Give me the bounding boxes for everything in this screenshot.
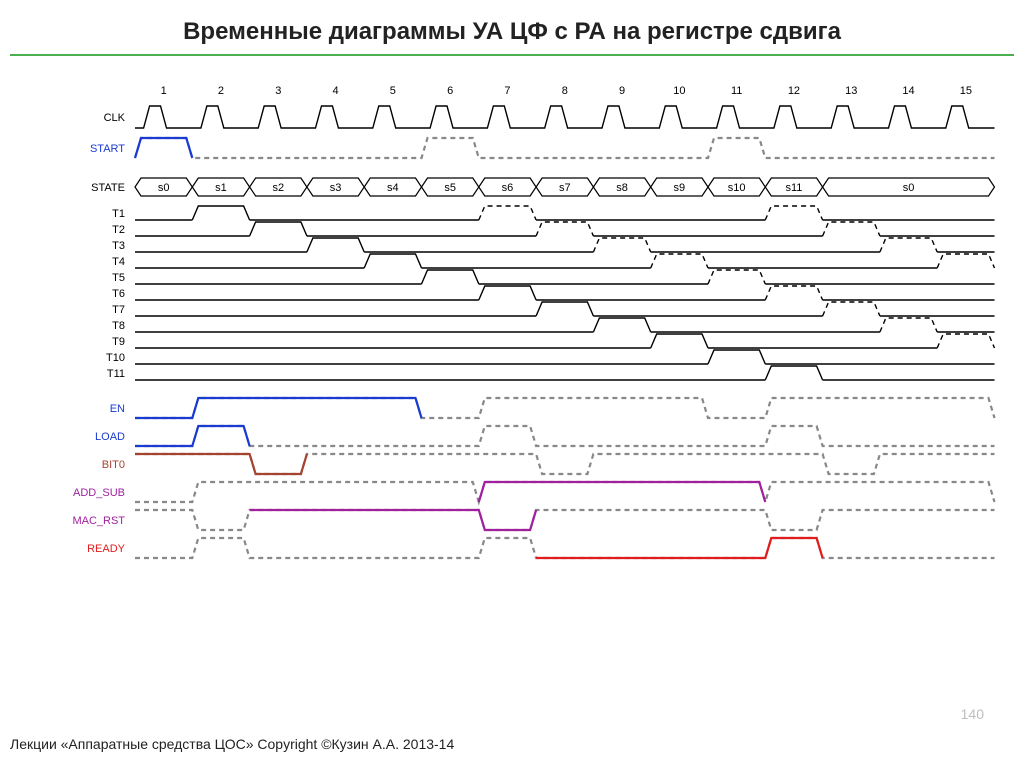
svg-text:STATE: STATE (91, 182, 125, 194)
svg-text:15: 15 (960, 85, 972, 97)
svg-text:T7: T7 (112, 304, 125, 316)
svg-text:T11: T11 (107, 368, 125, 380)
page-number: 140 (961, 706, 984, 722)
svg-text:14: 14 (902, 85, 914, 97)
svg-text:EN: EN (110, 403, 125, 415)
svg-text:12: 12 (788, 85, 800, 97)
svg-text:s2: s2 (272, 182, 284, 194)
svg-text:MAC_RST: MAC_RST (72, 515, 125, 527)
svg-text:T10: T10 (106, 352, 125, 364)
footer-text: Лекции «Аппаратные средства ЦОС» Copyrig… (10, 736, 454, 752)
svg-text:1: 1 (161, 85, 167, 97)
svg-text:s6: s6 (502, 182, 514, 194)
svg-text:10: 10 (673, 85, 685, 97)
svg-text:s5: s5 (444, 182, 456, 194)
svg-text:13: 13 (845, 85, 857, 97)
svg-text:T3: T3 (112, 240, 125, 252)
svg-text:CLK: CLK (104, 112, 126, 124)
svg-text:ADD_SUB: ADD_SUB (73, 487, 125, 499)
svg-text:9: 9 (619, 85, 625, 97)
svg-text:11: 11 (731, 85, 742, 97)
svg-text:s4: s4 (387, 182, 399, 194)
svg-text:T1: T1 (112, 208, 125, 220)
svg-text:T2: T2 (112, 224, 125, 236)
title-underline (10, 54, 1014, 56)
svg-text:s10: s10 (728, 182, 746, 194)
svg-text:START: START (90, 143, 125, 155)
svg-text:5: 5 (390, 85, 396, 97)
svg-text:s7: s7 (559, 182, 571, 194)
svg-text:LOAD: LOAD (95, 431, 125, 443)
timing-svg: 123456789101112131415CLKSTARTSTATEs0s1s2… (30, 86, 994, 646)
svg-text:s0: s0 (903, 182, 915, 194)
svg-text:3: 3 (275, 85, 281, 97)
svg-text:7: 7 (504, 85, 510, 97)
svg-text:s3: s3 (330, 182, 342, 194)
svg-text:T4: T4 (112, 256, 125, 268)
svg-text:READY: READY (87, 543, 126, 555)
page-title: Временные диаграммы УА ЦФ с РА на регист… (0, 0, 1024, 54)
svg-text:s9: s9 (674, 182, 686, 194)
svg-text:s1: s1 (215, 182, 227, 194)
timing-diagram: 123456789101112131415CLKSTARTSTATEs0s1s2… (30, 86, 994, 646)
svg-text:2: 2 (218, 85, 224, 97)
svg-text:6: 6 (447, 85, 453, 97)
svg-text:T8: T8 (112, 320, 125, 332)
svg-text:4: 4 (332, 85, 338, 97)
svg-text:BIT0: BIT0 (102, 459, 125, 471)
svg-text:s0: s0 (158, 182, 170, 194)
svg-text:T5: T5 (112, 272, 125, 284)
svg-text:s8: s8 (616, 182, 628, 194)
svg-text:T9: T9 (112, 336, 125, 348)
svg-text:8: 8 (562, 85, 568, 97)
svg-text:T6: T6 (112, 288, 125, 300)
svg-text:s11: s11 (785, 182, 802, 194)
